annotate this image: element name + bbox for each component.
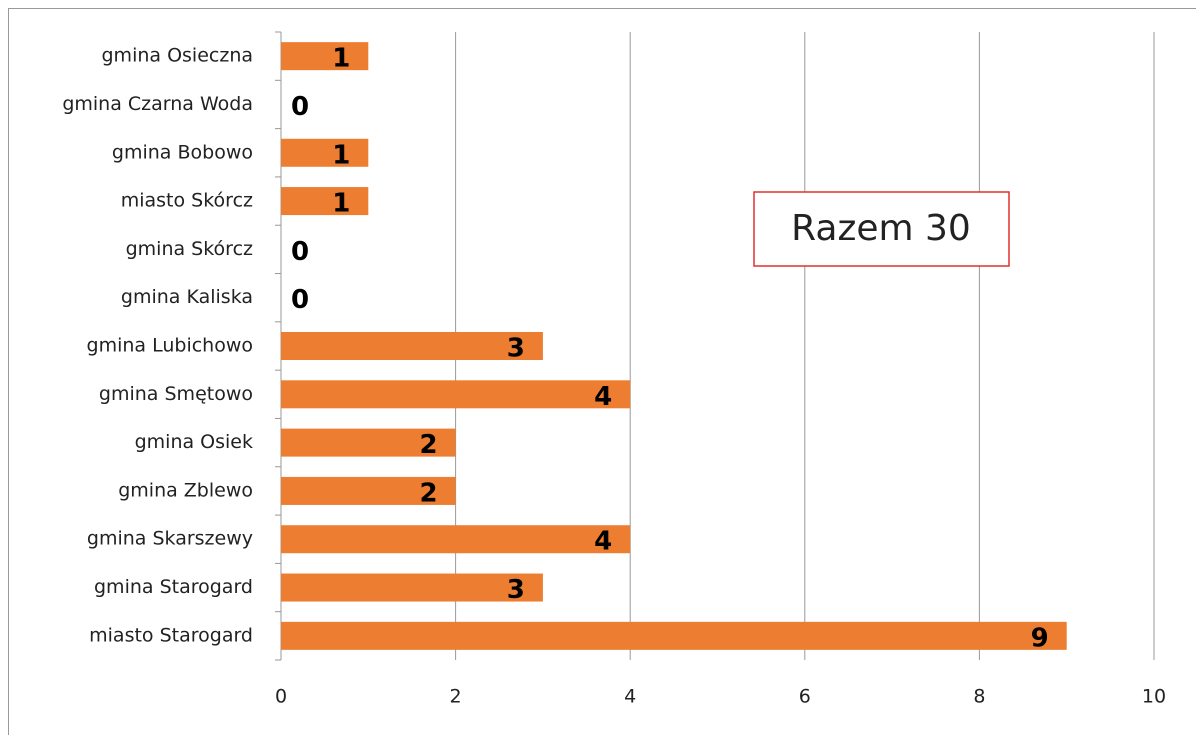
data-label: 1 [332, 140, 350, 170]
bar [281, 525, 631, 554]
x-tick-label: 0 [275, 686, 287, 708]
bar [281, 187, 369, 216]
bar [281, 138, 369, 167]
data-label: 3 [507, 334, 525, 364]
chart-border [8, 8, 1196, 735]
y-tick-label: gmina Zblewo [118, 479, 253, 501]
x-tick-label: 10 [1142, 686, 1166, 708]
y-tick-label: gmina Kaliska [121, 286, 253, 308]
y-tick-label: miasto Starogard [89, 624, 253, 646]
bar [281, 573, 543, 602]
y-tick-label: gmina Starogard [94, 576, 253, 598]
data-label: 4 [594, 382, 612, 412]
y-tick-label: gmina Skórcz [126, 238, 253, 260]
data-label: 0 [291, 285, 309, 315]
bar [281, 380, 631, 409]
y-tick-label: gmina Smętowo [99, 383, 253, 405]
bar [281, 428, 456, 457]
bar [281, 476, 456, 505]
data-label: 3 [507, 575, 525, 605]
bar [281, 332, 543, 360]
data-label: 2 [420, 478, 438, 508]
bar [281, 42, 369, 71]
bar [281, 621, 1067, 650]
annotation: Razem 30 [791, 208, 971, 249]
x-tick-label: 8 [973, 686, 985, 708]
data-label: 1 [332, 44, 350, 74]
y-tick-label: miasto Skórcz [121, 190, 253, 212]
y-tick-label: gmina Czarna Woda [62, 93, 253, 115]
data-label: 2 [420, 430, 438, 460]
y-tick-label: gmina Osieczna [102, 45, 254, 67]
y-tick-label: gmina Skarszewy [87, 528, 253, 550]
data-label: 0 [291, 92, 309, 122]
data-label: 0 [291, 237, 309, 267]
x-tick-label: 2 [450, 686, 462, 708]
x-tick-label: 4 [624, 686, 636, 708]
data-label: 1 [332, 189, 350, 219]
y-tick-label: gmina Osiek [135, 431, 253, 453]
data-label: 4 [594, 527, 612, 557]
data-label: 9 [1031, 623, 1049, 653]
x-tick-label: 6 [799, 686, 811, 708]
y-tick-label: gmina Bobowo [112, 141, 253, 163]
annotation-box [753, 191, 1010, 267]
y-tick-label: gmina Lubichowo [87, 335, 253, 357]
